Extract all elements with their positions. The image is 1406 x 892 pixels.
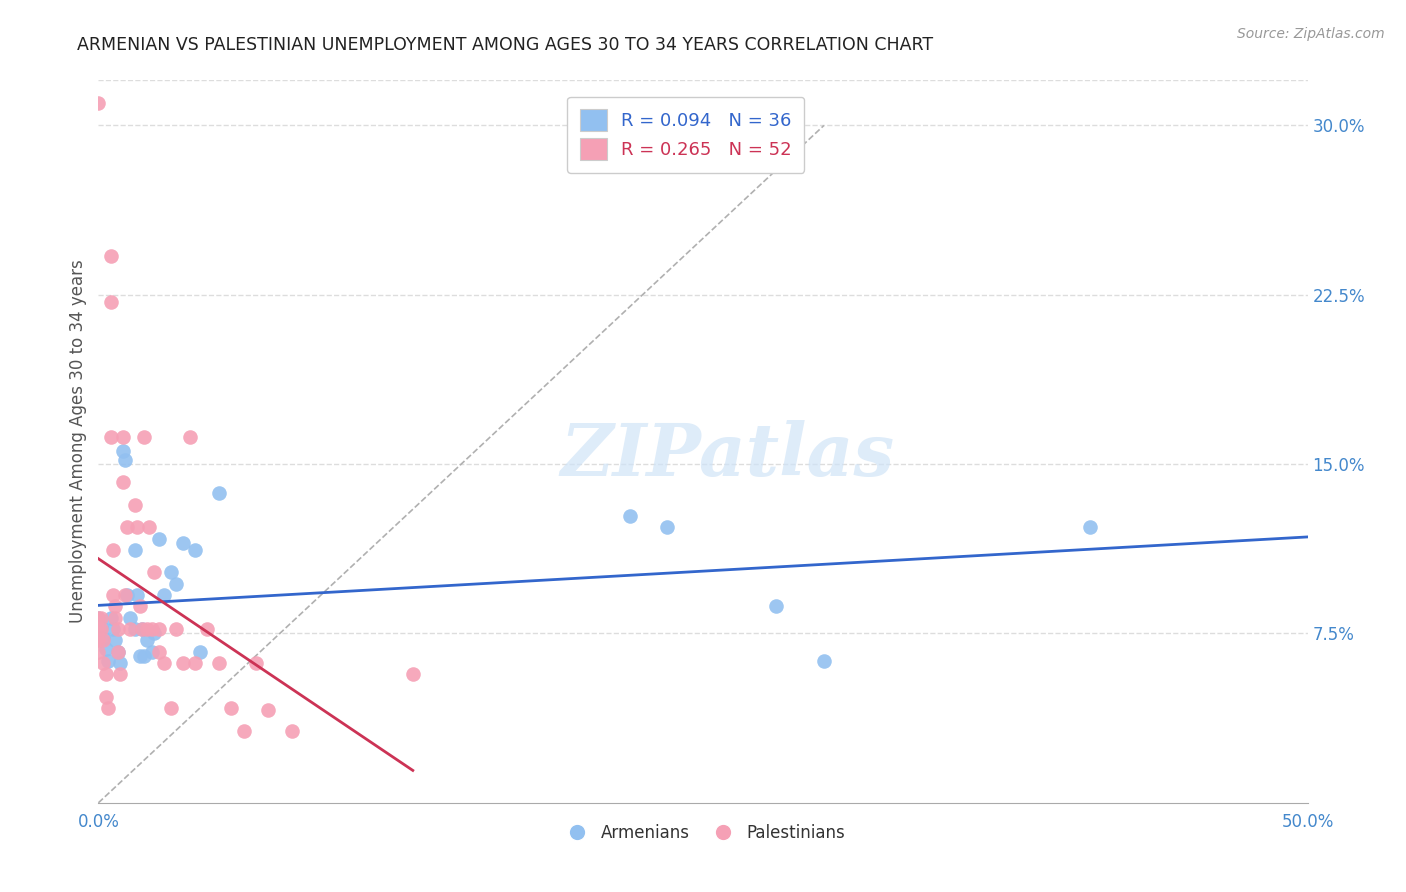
- Point: [91, 633, 114, 648]
- Point: [87, 610, 110, 624]
- Point: [97, 654, 120, 668]
- Point: [184, 656, 207, 670]
- Point: [100, 430, 122, 444]
- Point: [221, 701, 243, 715]
- Point: [87, 610, 110, 624]
- Point: [655, 520, 678, 534]
- Point: [90, 620, 112, 634]
- Point: [128, 648, 150, 663]
- Point: [141, 622, 163, 636]
- Text: Source: ZipAtlas.com: Source: ZipAtlas.com: [1237, 27, 1385, 41]
- Point: [208, 486, 231, 500]
- Point: [108, 667, 131, 681]
- Point: [104, 610, 127, 624]
- Point: [101, 542, 124, 557]
- Point: [100, 610, 122, 624]
- Point: [90, 622, 112, 636]
- Point: [134, 430, 156, 444]
- Point: [118, 610, 141, 624]
- Point: [131, 622, 153, 636]
- Point: [184, 542, 207, 557]
- Point: [114, 588, 136, 602]
- Point: [124, 498, 146, 512]
- Point: [111, 430, 134, 444]
- Point: [100, 249, 122, 263]
- Point: [97, 701, 120, 715]
- Point: [104, 633, 127, 648]
- Point: [165, 622, 187, 636]
- Point: [172, 656, 194, 670]
- Point: [619, 509, 641, 524]
- Point: [160, 566, 183, 580]
- Point: [87, 633, 110, 648]
- Point: [245, 656, 267, 670]
- Point: [90, 610, 112, 624]
- Point: [107, 644, 129, 658]
- Point: [195, 622, 218, 636]
- Point: [128, 599, 150, 614]
- Point: [138, 520, 160, 534]
- Point: [87, 95, 110, 110]
- Point: [402, 667, 425, 681]
- Point: [91, 631, 114, 645]
- Point: [152, 588, 174, 602]
- Point: [256, 703, 278, 717]
- Point: [101, 588, 124, 602]
- Point: [148, 622, 170, 636]
- Point: [94, 642, 117, 657]
- Point: [152, 656, 174, 670]
- Point: [179, 430, 201, 444]
- Point: [165, 576, 187, 591]
- Point: [114, 452, 136, 467]
- Point: [141, 644, 163, 658]
- Text: ARMENIAN VS PALESTINIAN UNEMPLOYMENT AMONG AGES 30 TO 34 YEARS CORRELATION CHART: ARMENIAN VS PALESTINIAN UNEMPLOYMENT AMO…: [77, 36, 934, 54]
- Point: [135, 633, 157, 648]
- Point: [117, 588, 139, 602]
- Point: [124, 622, 146, 636]
- Point: [127, 588, 149, 602]
- Point: [111, 443, 134, 458]
- Point: [134, 648, 156, 663]
- Point: [143, 566, 166, 580]
- Point: [117, 520, 139, 534]
- Point: [124, 542, 146, 557]
- Point: [148, 644, 170, 658]
- Y-axis label: Unemployment Among Ages 30 to 34 years: Unemployment Among Ages 30 to 34 years: [69, 260, 87, 624]
- Point: [131, 622, 153, 636]
- Point: [208, 656, 231, 670]
- Point: [108, 656, 131, 670]
- Text: ZIPatlas: ZIPatlas: [560, 420, 894, 491]
- Point: [100, 294, 122, 309]
- Point: [765, 599, 787, 614]
- Point: [111, 475, 134, 490]
- Point: [172, 536, 194, 550]
- Point: [107, 622, 129, 636]
- Point: [813, 654, 835, 668]
- Point: [87, 644, 110, 658]
- Point: [148, 532, 170, 546]
- Point: [91, 656, 114, 670]
- Point: [104, 599, 127, 614]
- Point: [94, 667, 117, 681]
- Point: [143, 626, 166, 640]
- Point: [107, 644, 129, 658]
- Legend: Armenians, Palestinians: Armenians, Palestinians: [554, 817, 852, 848]
- Point: [188, 644, 211, 658]
- Point: [281, 723, 304, 738]
- Point: [1078, 520, 1101, 534]
- Point: [94, 690, 117, 704]
- Point: [87, 622, 110, 636]
- Point: [101, 622, 124, 636]
- Point: [232, 723, 254, 738]
- Point: [127, 520, 149, 534]
- Point: [135, 622, 157, 636]
- Point: [118, 622, 141, 636]
- Point: [160, 701, 183, 715]
